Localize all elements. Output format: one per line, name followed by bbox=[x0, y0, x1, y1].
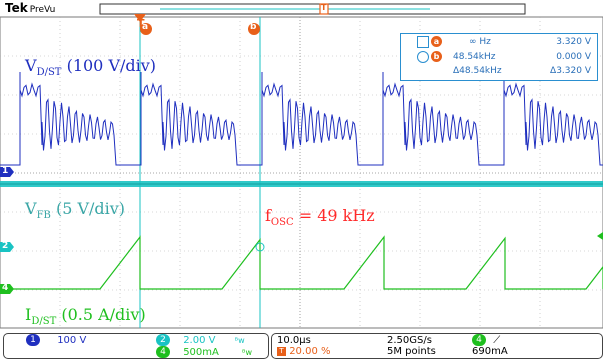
trigger-source[interactable]: 4 ⟋ bbox=[472, 334, 500, 346]
trigger-level-marker[interactable] bbox=[597, 232, 603, 240]
ch2-marker-num: 2 bbox=[2, 241, 9, 251]
cursor-a-marker[interactable] bbox=[140, 23, 152, 35]
trigger-source-badge: 4 bbox=[472, 334, 486, 346]
trigger-position[interactable]: T 20.00 % bbox=[277, 346, 331, 357]
cursor-readout-panel: a ∞ Hz 3.320 V b 48.54kHz 0.000 V Δ48.54… bbox=[400, 33, 598, 81]
readout-a-freq: ∞ Hz bbox=[469, 37, 491, 47]
trigger-t-label: T bbox=[137, 17, 145, 30]
cursor-b-intersect bbox=[255, 242, 265, 252]
timebase-value[interactable]: 10.0μs bbox=[277, 335, 311, 346]
readout-b-value: 0.000 V bbox=[556, 52, 591, 62]
record-trigger-label: T bbox=[321, 3, 327, 12]
readout-a-value: 3.320 V bbox=[556, 37, 591, 47]
ch2-level-marker[interactable] bbox=[0, 242, 14, 252]
readout-b-badge: b bbox=[431, 51, 442, 62]
idst-annotation: ID/ST (0.5 A/div) bbox=[25, 305, 146, 328]
vfb-annotation: VFB (5 V/div) bbox=[25, 199, 126, 222]
ch2-scale: 2.00 V bbox=[183, 335, 216, 346]
channel-settings-box[interactable]: 1 100 V 2 2.00 V ᴮw 4 500mA ᴮw bbox=[3, 333, 269, 359]
cursor-b-label: b bbox=[250, 22, 257, 32]
ch4-level-marker[interactable] bbox=[0, 284, 14, 294]
readout-a-badge: a bbox=[431, 36, 442, 47]
grid-lines bbox=[0, 17, 603, 328]
ch2-bw-icon: ᴮw bbox=[234, 336, 245, 345]
square-cursor-icon bbox=[417, 36, 429, 48]
ch2-vfb-waveform bbox=[0, 181, 603, 187]
trigger-position-marker[interactable] bbox=[134, 14, 146, 22]
ch4-marker-num: 4 bbox=[2, 283, 9, 293]
ch1-scale: 100 V bbox=[57, 335, 87, 346]
ch1-level-marker[interactable] bbox=[0, 167, 14, 177]
trigger-pos-value: 20.00 % bbox=[289, 346, 331, 357]
trigger-level: 690mA bbox=[472, 346, 508, 357]
ch2-badge: 2 bbox=[156, 334, 170, 346]
prevu-label: PreVu bbox=[29, 5, 56, 15]
readout-b-freq: 48.54kHz bbox=[453, 52, 496, 62]
ch4-setting[interactable]: 4 500mA ᴮw bbox=[156, 346, 252, 358]
ch1-setting[interactable]: 1 100 V bbox=[26, 334, 86, 346]
readout-delta-value: Δ3.320 V bbox=[550, 66, 591, 76]
ch1-badge: 1 bbox=[26, 334, 40, 346]
cursor-a-label: a bbox=[142, 22, 149, 32]
sample-rate: 2.50GS/s bbox=[387, 335, 432, 346]
trigger-pos-icon: T bbox=[277, 346, 286, 356]
ch4-scale: 500mA bbox=[183, 347, 219, 358]
circle-cursor-icon bbox=[417, 51, 429, 63]
fosc-annotation: fOSC = 49 kHz bbox=[265, 206, 375, 229]
ch4-bw-icon: ᴮw bbox=[242, 348, 253, 357]
ch1-vdst-waveform bbox=[0, 72, 603, 166]
vdst-annotation: VD/ST (100 V/div) bbox=[25, 56, 157, 79]
center-axes bbox=[0, 17, 603, 328]
cursor-b-marker[interactable] bbox=[248, 23, 260, 35]
ch4-badge: 4 bbox=[156, 346, 170, 358]
ch1-marker-num: 1 bbox=[2, 166, 9, 176]
brand-logo: Tek PreVu bbox=[5, 1, 56, 15]
rising-edge-icon: ⟋ bbox=[493, 335, 501, 346]
readout-delta-freq: Δ48.54kHz bbox=[453, 66, 502, 76]
acquisition-settings-box[interactable]: 10.0μs T 20.00 % 2.50GS/s 5M points 4 ⟋ … bbox=[271, 333, 603, 359]
ch4-idst-waveform bbox=[0, 235, 603, 290]
record-position-marker[interactable] bbox=[319, 3, 329, 15]
record-length: 5M points bbox=[387, 346, 436, 357]
ch2-setting[interactable]: 2 2.00 V ᴮw bbox=[156, 334, 245, 346]
